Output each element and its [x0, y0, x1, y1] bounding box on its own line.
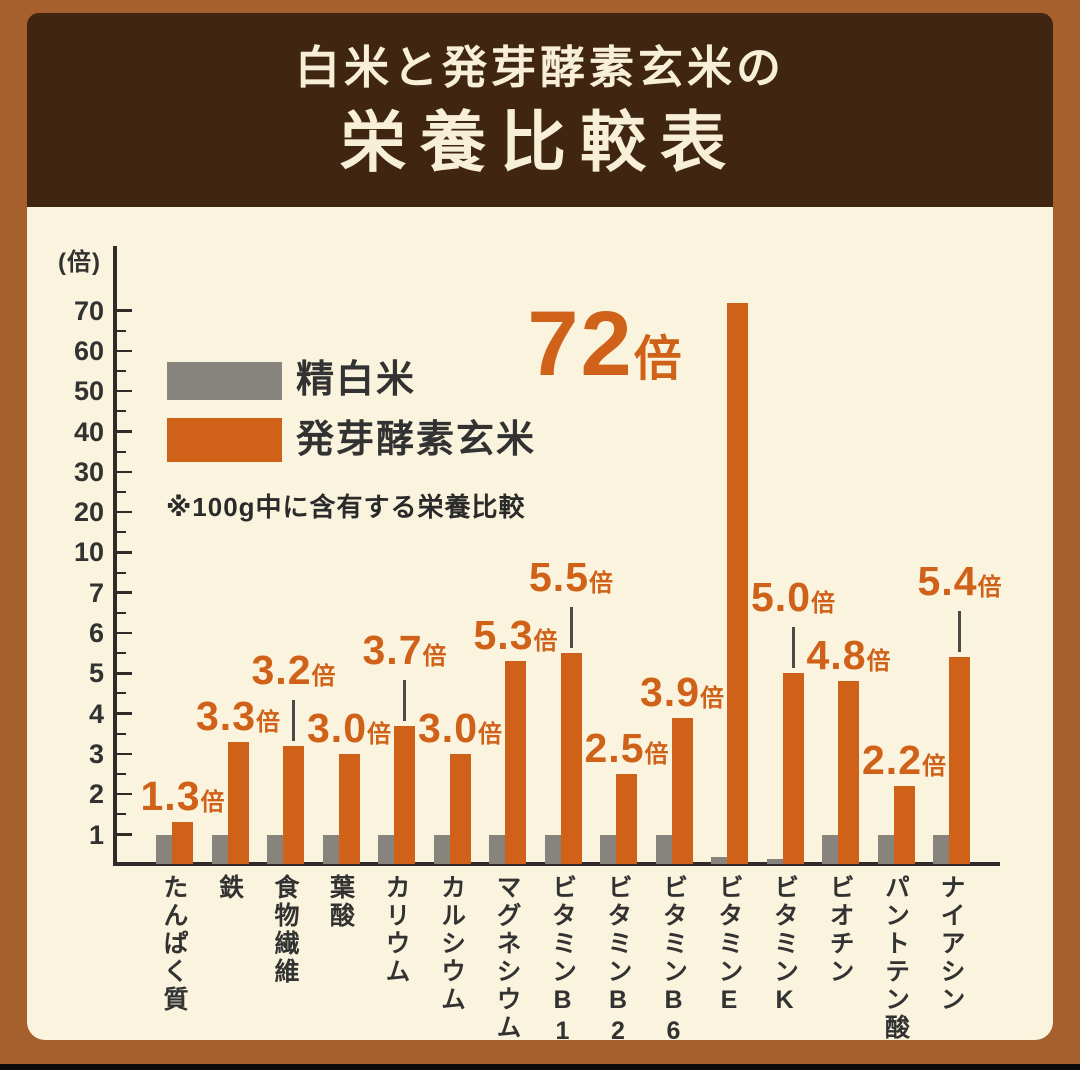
- chart-panel: [27, 207, 1053, 1040]
- page-title: 栄養比較表: [340, 105, 740, 180]
- title-banner: 白米と発芽酵素玄米の 栄養比較表: [27, 13, 1053, 207]
- bottom-black-strip: [0, 1064, 1080, 1070]
- title-subtitle: 白米と発芽酵素玄米の: [294, 41, 785, 93]
